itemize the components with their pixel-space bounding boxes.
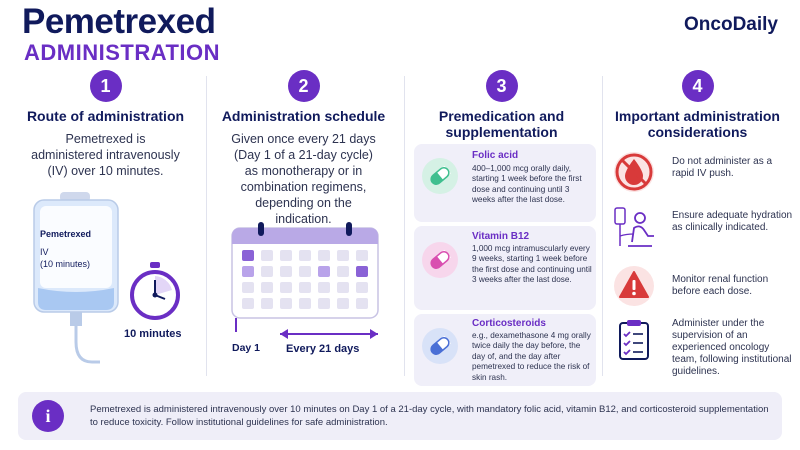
column-heading: Premedication and supplementation [438, 108, 565, 140]
calendar-day-cell [299, 250, 311, 261]
column-divider [602, 76, 603, 376]
calendar-icon [231, 222, 379, 319]
premed-title: Vitamin B12 [472, 231, 530, 242]
premed-title: Folic acid [472, 150, 519, 161]
calendar-day-cell [299, 298, 311, 309]
calendar-day-cell [337, 282, 349, 293]
premed-text: e.g., dexamethasone 4 mg orally twice da… [472, 331, 591, 382]
pill-icon [422, 242, 458, 278]
premed-card-vitamin-b12: Vitamin B12 1,000 mcg intramuscularly ev… [414, 226, 596, 310]
pill-icon [422, 328, 458, 364]
premed-title: Corticosteroids [472, 318, 546, 329]
step-number-badge: 2 [287, 70, 320, 102]
column-premedication: 3 Premedication and supplementation [404, 70, 599, 140]
clipboard-checklist-icon [612, 318, 656, 362]
info-icon: i [32, 400, 64, 432]
calendar-day-cell [337, 298, 349, 309]
premed-card-folic-acid: Folic acid 400–1,000 mcg orally daily, s… [414, 144, 596, 222]
column-schedule: 2 Administration schedule Given once eve… [206, 70, 401, 227]
day1-label: Day 1 [232, 342, 261, 354]
interval-arrow-icon [235, 318, 378, 339]
calendar-day-cell [337, 266, 349, 277]
calendar-day-cell [318, 282, 330, 293]
pill-icon [422, 158, 458, 194]
iv-bag-illustration: Pemetrexed IV (10 minutes) [30, 192, 130, 377]
calendar-day-cell [318, 266, 330, 277]
calendar-day-cell [280, 298, 292, 309]
bag-route: IV [40, 247, 49, 257]
stopwatch-icon [130, 262, 180, 320]
column-heading: Important administration considerations [615, 108, 780, 140]
calendar-day-cell [261, 266, 273, 277]
page-subtitle: ADMINISTRATION [24, 40, 221, 65]
calendar-day-cell [280, 282, 292, 293]
iv-hydration-icon [612, 206, 656, 250]
consideration-item: Do not administer as a rapid IV push. [612, 150, 792, 194]
calendar-day-cell [261, 282, 273, 293]
calendar-day-cell [242, 266, 254, 277]
consideration-text: Do not administer as a rapid IV push. [672, 156, 773, 179]
step-number-badge: 1 [89, 70, 122, 102]
step-number-badge: 3 [485, 70, 518, 102]
column-divider [404, 76, 405, 376]
calendar-day-cell [242, 250, 254, 261]
column-text: Given once every 21 days (Day 1 of a 21-… [231, 132, 376, 226]
calendar-day-cell [318, 250, 330, 261]
calendar-day-cell [242, 298, 254, 309]
consideration-text: Monitor renal function before each dose. [672, 274, 769, 297]
calendar-day-cell [242, 282, 254, 293]
brand-logo: OncoDaily [684, 14, 778, 35]
column-divider [206, 76, 207, 376]
column-considerations: 4 Important administration consideration… [600, 70, 795, 140]
page-title: Pemetrexed [22, 2, 216, 41]
timer-label: 10 minutes [124, 328, 182, 340]
bag-drug-name: Pemetrexed [40, 229, 92, 239]
consideration-item: Monitor renal function before each dose. [612, 264, 792, 308]
interval-label: Every 21 days [286, 343, 360, 355]
summary-banner: i Pemetrexed is administered intravenous… [18, 392, 782, 440]
calendar-day-cell [299, 266, 311, 277]
calendar-day-cell [280, 250, 292, 261]
warning-icon [612, 264, 656, 308]
premed-text: 400–1,000 mcg orally daily, starting 1 w… [472, 164, 582, 205]
calendar-day-cell [261, 298, 273, 309]
column-heading: Route of administration [26, 108, 185, 124]
column-text: Pemetrexed is administered intravenously… [31, 132, 180, 178]
premed-text: 1,000 mcg intramuscularly every 9 weeks,… [472, 244, 592, 285]
calendar-day-cell [356, 298, 368, 309]
consideration-text: Ensure adequate hydration as clinically … [672, 210, 793, 233]
column-route: 1 Route of administration Pemetrexed is … [8, 70, 203, 179]
column-heading: Administration schedule [221, 108, 386, 124]
calendar-day-cell [261, 250, 273, 261]
summary-text: Pemetrexed is administered intravenously… [90, 404, 769, 428]
iv-bag-label: Pemetrexed IV (10 minutes) [40, 218, 110, 270]
calendar-day-cell [356, 266, 368, 277]
calendar-day-cell [280, 266, 292, 277]
calendar-day-cell [356, 282, 368, 293]
premed-card-corticosteroids: Corticosteroids e.g., dexamethasone 4 mg… [414, 314, 596, 386]
bag-duration: (10 minutes) [40, 259, 91, 269]
calendar-day-cell [299, 282, 311, 293]
no-iv-push-icon [612, 150, 656, 194]
consideration-item: Ensure adequate hydration as clinically … [612, 206, 792, 250]
iv-bag-icon [33, 192, 119, 364]
calendar-day-cell [356, 250, 368, 261]
consideration-item: Administer under the supervision of an e… [612, 318, 792, 380]
calendar-day-cell [337, 250, 349, 261]
step-number-badge: 4 [681, 70, 714, 102]
calendar-day-cell [318, 298, 330, 309]
consideration-text: Administer under the supervision of an e… [672, 318, 792, 377]
